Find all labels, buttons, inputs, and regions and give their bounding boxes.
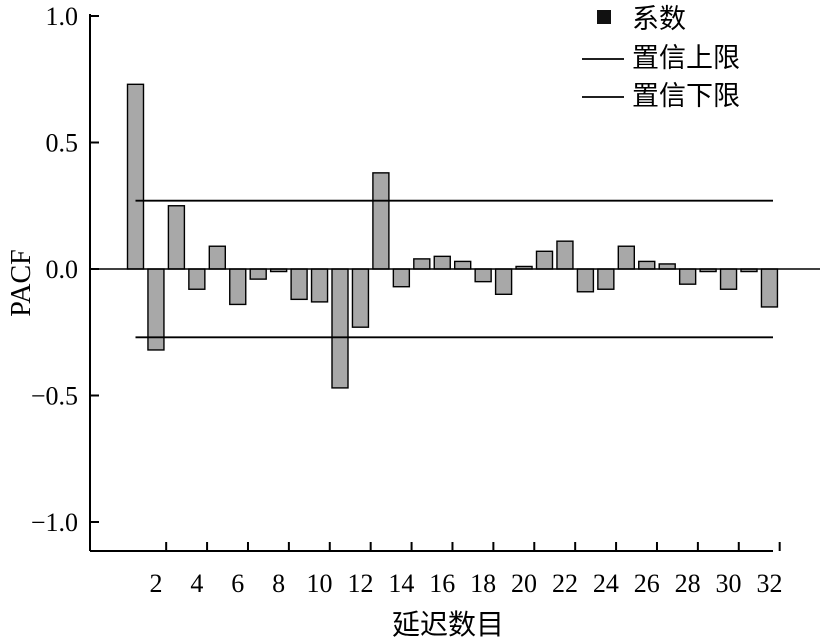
- pacf-bar: [249, 268, 267, 280]
- x-tick-label: 28: [675, 569, 701, 598]
- x-tick-label: 6: [231, 569, 244, 598]
- x-tick-label: 14: [388, 569, 414, 598]
- pacf-bar: [372, 172, 390, 270]
- x-tick-label: 12: [347, 569, 373, 598]
- x-axis-title: 延迟数目: [392, 609, 504, 641]
- legend-label-lower: 置信下限: [632, 81, 740, 112]
- legend: 系数 置信上限 置信下限: [582, 4, 740, 112]
- pacf-bar: [413, 258, 431, 270]
- x-tick-label: 20: [511, 569, 537, 598]
- x-tick-label: 18: [470, 569, 496, 598]
- pacf-bar: [167, 205, 186, 270]
- pacf-bar: [188, 268, 206, 290]
- pacf-bar: [351, 268, 370, 328]
- x-tick-label: 24: [593, 569, 619, 598]
- y-tick-label: −0.5: [31, 382, 78, 411]
- x-tick-label: 16: [429, 569, 455, 598]
- y-tick-label: −1.0: [31, 508, 78, 537]
- pacf-bar: [617, 245, 635, 270]
- y-tick-label: 0.0: [46, 255, 79, 284]
- y-tick-label: 0.5: [46, 129, 79, 158]
- pacf-bar: [638, 260, 656, 270]
- pacf-bar: [208, 245, 227, 270]
- pacf-bar: [494, 268, 513, 295]
- pacf-bar: [229, 268, 247, 306]
- x-tick-label: 2: [149, 569, 162, 598]
- pacf-bar: [474, 268, 492, 283]
- x-tick-label: 32: [756, 569, 782, 598]
- pacf-bar: [310, 268, 329, 303]
- pacf-bar: [597, 268, 615, 290]
- x-tick-label: 4: [190, 569, 203, 598]
- x-tick-label: 22: [552, 569, 578, 598]
- pacf-bar: [290, 268, 308, 301]
- legend-label-upper: 置信上限: [632, 43, 740, 74]
- pacf-bar: [331, 268, 349, 389]
- x-tick-label: 26: [634, 569, 660, 598]
- bars-layer: [126, 83, 779, 389]
- pacf-bar: [760, 268, 779, 308]
- x-tick-label: 8: [272, 569, 285, 598]
- x-tick-label: 30: [716, 569, 742, 598]
- pacf-bar: [535, 250, 554, 270]
- pacf-bar: [433, 255, 451, 270]
- pacf-bar: [719, 268, 738, 290]
- pacf-bar: [126, 83, 145, 270]
- x-ticks: 2 4 6 8 10 12 14 16 18 20 22 24 26 28 30 32: [149, 542, 782, 598]
- legend-label-coefficient: 系数: [632, 4, 686, 35]
- y-ticks: 1.0 0.5 0.0 −0.5 −1.0: [31, 2, 99, 537]
- pacf-bar: [576, 268, 595, 293]
- pacf-bar: [392, 268, 411, 288]
- pacf-bar: [556, 240, 574, 270]
- x-tick-label: 10: [307, 569, 333, 598]
- pacf-bar: [454, 260, 472, 270]
- y-tick-label: 1.0: [46, 2, 79, 31]
- legend-swatch-coefficient: [597, 10, 611, 24]
- pacf-bar: [678, 268, 697, 285]
- y-axis-title: PACF: [6, 249, 37, 316]
